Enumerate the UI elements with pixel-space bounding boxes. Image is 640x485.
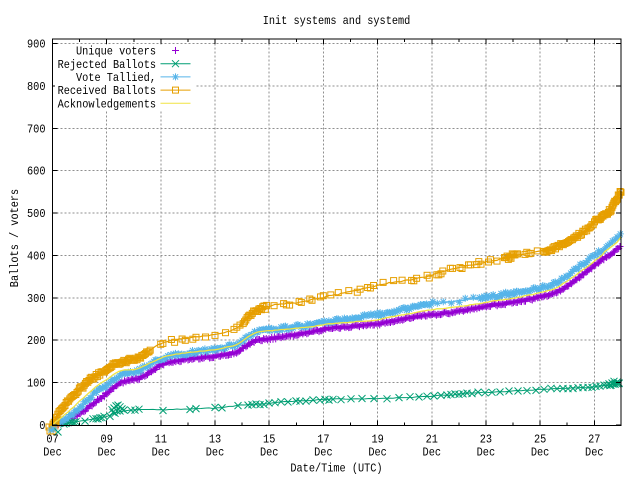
svg-text:19: 19 — [371, 432, 383, 446]
svg-text:07: 07 — [46, 432, 58, 446]
svg-text:Date/Time (UTC): Date/Time (UTC) — [290, 462, 382, 476]
svg-text:200: 200 — [27, 334, 46, 348]
svg-text:27: 27 — [588, 432, 600, 446]
svg-text:Received Ballots: Received Ballots — [58, 84, 156, 98]
svg-text:25: 25 — [534, 432, 546, 446]
svg-text:Vote Tallied,: Vote Tallied, — [76, 71, 156, 85]
svg-text:21: 21 — [426, 432, 438, 446]
svg-text:500: 500 — [27, 207, 46, 221]
svg-text:900: 900 — [27, 38, 46, 52]
svg-text:Dec: Dec — [260, 445, 279, 459]
svg-text:400: 400 — [27, 249, 46, 263]
svg-text:Dec: Dec — [314, 445, 333, 459]
svg-text:Unique voters: Unique voters — [76, 45, 156, 59]
svg-text:Rejected Ballots: Rejected Ballots — [58, 58, 156, 72]
svg-text:Dec: Dec — [585, 445, 604, 459]
svg-text:Dec: Dec — [477, 445, 496, 459]
svg-text:Init systems and systemd: Init systems and systemd — [263, 14, 411, 28]
svg-text:300: 300 — [27, 292, 46, 306]
svg-text:Dec: Dec — [97, 445, 116, 459]
svg-text:Dec: Dec — [423, 445, 442, 459]
svg-text:Dec: Dec — [368, 445, 387, 459]
svg-text:0: 0 — [39, 419, 45, 433]
svg-text:Dec: Dec — [152, 445, 171, 459]
svg-text:600: 600 — [27, 165, 46, 179]
svg-text:11: 11 — [155, 432, 167, 446]
svg-text:13: 13 — [209, 432, 221, 446]
svg-text:Acknowledgements: Acknowledgements — [58, 97, 156, 111]
svg-text:100: 100 — [27, 377, 46, 391]
svg-text:Dec: Dec — [43, 445, 62, 459]
svg-text:17: 17 — [317, 432, 329, 446]
svg-text:09: 09 — [101, 432, 113, 446]
svg-text:800: 800 — [27, 80, 46, 94]
svg-text:23: 23 — [480, 432, 492, 446]
svg-text:Dec: Dec — [531, 445, 550, 459]
svg-text:Ballots / voters: Ballots / voters — [8, 189, 22, 287]
svg-text:15: 15 — [263, 432, 275, 446]
svg-text:700: 700 — [27, 122, 46, 136]
svg-text:Dec: Dec — [206, 445, 225, 459]
